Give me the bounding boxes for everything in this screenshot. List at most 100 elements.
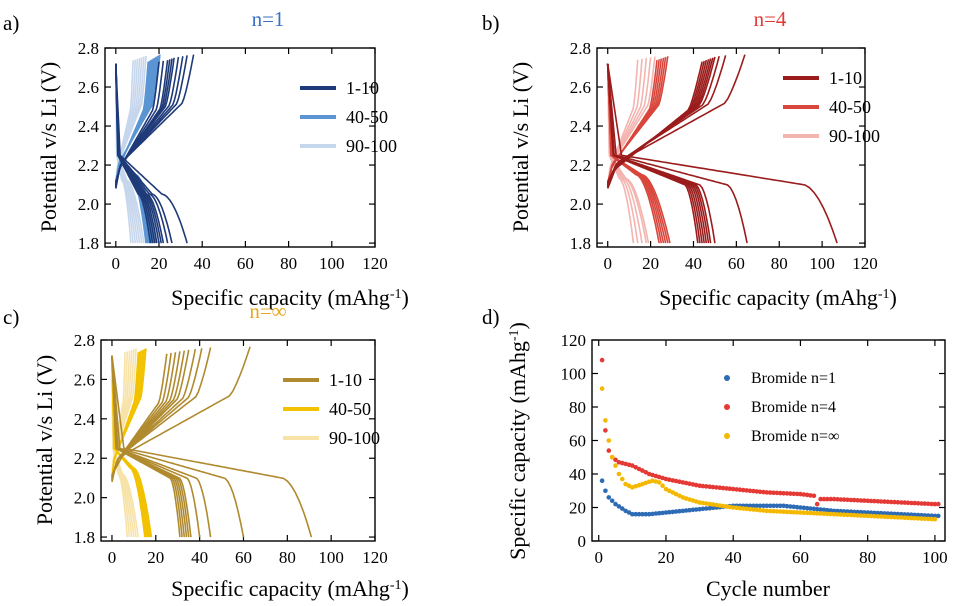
y-axis-label: Potential v/s Li (V) <box>508 62 533 232</box>
y-tick-label: 2.6 <box>78 78 99 97</box>
data-point <box>841 509 847 514</box>
legend-label: 1-10 <box>346 78 379 98</box>
y-tick-label: 2.8 <box>78 39 99 58</box>
legend-label: Bromide n=1 <box>751 370 836 387</box>
data-point <box>660 510 665 516</box>
data-point <box>855 509 860 515</box>
data-point <box>892 514 897 520</box>
data-point <box>808 506 813 511</box>
data-point <box>599 478 605 484</box>
panel-b: b) n=4 0 20 40 60 80 100 120 1.8 2.0 2.2 2.4 2.6 2.8 1-… <box>482 7 897 310</box>
data-point <box>862 513 867 518</box>
data-point <box>754 503 759 509</box>
y-axis-label-main: Specific capacity (mAhg <box>505 341 530 560</box>
x-axis-label: Specific capacity (mAhg-1) <box>659 285 897 310</box>
data-point <box>794 491 800 497</box>
data-point <box>616 471 622 477</box>
legend-marker <box>724 375 730 381</box>
panel-letter: c) <box>3 305 19 329</box>
data-point <box>646 511 652 517</box>
data-point <box>925 513 931 518</box>
panel-a: a) n=1 0 20 40 60 80 100 120 1.8 2.0 2.2 2.4 2.6 2.8 1-… <box>3 7 409 310</box>
data-point <box>771 490 776 496</box>
data-point <box>899 500 904 505</box>
data-point <box>747 503 753 509</box>
data-point <box>663 510 669 515</box>
x-tick-label: 80 <box>280 254 297 273</box>
data-point <box>784 491 790 496</box>
data-point <box>821 511 827 516</box>
data-point <box>727 486 733 492</box>
x-axis-label-sup: -1 <box>390 578 402 593</box>
data-point <box>751 488 756 494</box>
data-point <box>936 501 941 507</box>
x-tick-label: 40 <box>685 254 702 273</box>
y-tick-label: 80 <box>569 398 586 417</box>
data-point <box>878 514 884 519</box>
legend-label: Bromide n=∞ <box>751 428 839 445</box>
data-point <box>818 511 823 516</box>
data-point <box>693 507 699 512</box>
data-point <box>848 512 854 518</box>
data-point <box>798 505 803 510</box>
data-point <box>835 497 840 502</box>
data-point <box>922 513 928 518</box>
x-tick-label: 0 <box>112 254 121 273</box>
data-point <box>858 498 864 503</box>
data-point <box>828 511 833 517</box>
data-point <box>640 468 645 473</box>
y-tick-label: 2.2 <box>74 449 95 468</box>
data-point <box>778 490 783 496</box>
data-point <box>791 509 796 515</box>
y-axis-label-sup: -1 <box>507 329 522 341</box>
data-point <box>741 506 746 511</box>
x-tick-label: 0 <box>108 548 117 567</box>
data-point <box>828 508 833 513</box>
y-tick-label: 2.4 <box>570 117 592 136</box>
data-point <box>841 512 847 517</box>
data-point <box>677 508 682 514</box>
data-point <box>922 516 928 521</box>
data-point <box>781 509 786 514</box>
x-tick-label: 40 <box>194 254 211 273</box>
data-point <box>620 506 625 511</box>
data-point <box>929 516 934 522</box>
x-tick-label: 20 <box>642 254 659 273</box>
data-point <box>751 507 756 512</box>
data-point <box>814 506 820 512</box>
legend-label: 40-50 <box>329 399 371 419</box>
data-point <box>609 498 615 504</box>
data-point <box>858 509 864 515</box>
panel-title: n=4 <box>754 7 787 31</box>
data-point <box>801 492 807 497</box>
data-point <box>633 465 638 470</box>
data-point <box>905 500 911 506</box>
data-point <box>811 510 817 516</box>
discharge-curve <box>115 63 173 244</box>
x-axis-label-end: ) <box>402 576 409 601</box>
legend-label: 40-50 <box>346 107 388 127</box>
data-point <box>603 488 608 494</box>
data-point <box>885 499 891 505</box>
data-point <box>851 497 857 503</box>
data-point <box>643 511 649 517</box>
data-point <box>905 515 911 521</box>
data-point <box>683 508 689 513</box>
discharge-curve <box>606 63 671 244</box>
data-point <box>599 386 605 391</box>
legend-label: 1-10 <box>829 68 862 88</box>
data-point <box>613 463 618 468</box>
data-point <box>831 496 837 502</box>
legend-label: 40-50 <box>829 97 871 117</box>
data-point <box>848 509 854 514</box>
charge-curve <box>115 54 195 182</box>
x-axis-label-main: Specific capacity (mAhg <box>171 285 390 310</box>
x-tick-label: 40 <box>725 548 742 567</box>
y-axis-label: Potential v/s Li (V) <box>32 355 57 525</box>
discharge-curve <box>606 63 716 244</box>
data-point <box>630 463 635 468</box>
data-point <box>693 482 699 488</box>
discharge-curve <box>111 355 153 538</box>
data-point <box>761 503 766 509</box>
x-tick-label: 80 <box>279 548 296 567</box>
